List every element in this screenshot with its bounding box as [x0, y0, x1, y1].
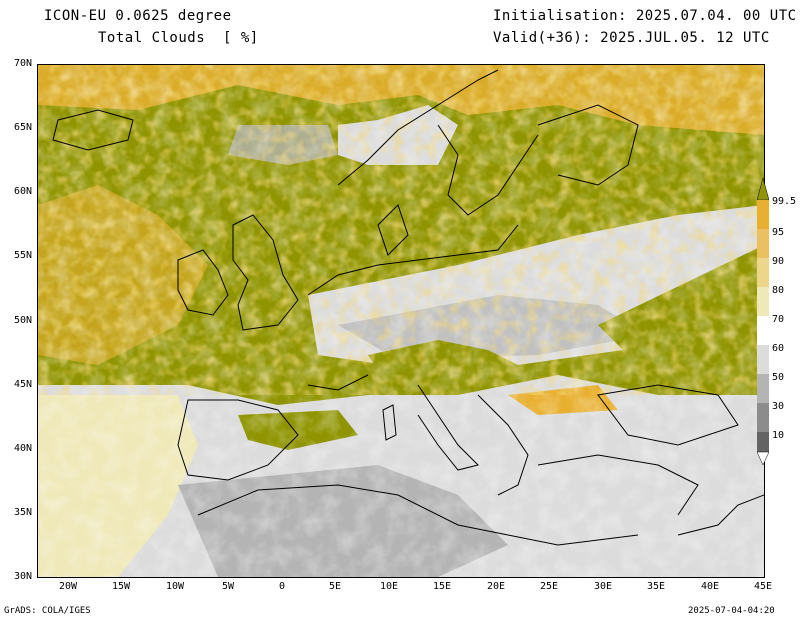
- colorbar-label: 99.5: [772, 196, 797, 207]
- lon-label: 10E: [379, 581, 399, 592]
- grads-credit: GrADS: COLA/IGES: [4, 606, 91, 616]
- colorbar-label: 50: [772, 372, 785, 383]
- colorbar-arrow-top: [757, 178, 769, 201]
- lon-label: 5W: [221, 581, 235, 592]
- colorbar-swatch: [757, 345, 769, 374]
- turkey-coast: [537, 454, 699, 516]
- lon-label: 10W: [165, 581, 185, 592]
- colorbar-label: 70: [772, 314, 785, 325]
- lat-label: 45N: [13, 379, 32, 390]
- initialisation-time: Initialisation: 2025.07.04. 00 UTC: [493, 8, 797, 24]
- lat-label: 40N: [13, 443, 32, 454]
- render-timestamp: 2025-07-04-04:20: [688, 606, 775, 616]
- lon-label: 0: [278, 581, 286, 592]
- colorbar-label: 30: [772, 401, 785, 412]
- lat-label: 55N: [13, 250, 32, 261]
- colorbar-swatch: [757, 287, 769, 316]
- colorbar-label: 60: [772, 343, 785, 354]
- iberia-coast: [177, 399, 299, 481]
- colorbar-label: 95: [772, 227, 785, 238]
- finland-coast: [537, 104, 639, 186]
- colorbar-swatch: [757, 374, 769, 403]
- lat-label: 65N: [13, 122, 32, 133]
- black-sea-coast: [597, 384, 739, 446]
- colorbar-swatch: [757, 316, 769, 345]
- lon-label: 40E: [700, 581, 720, 592]
- coastlines: [52, 69, 764, 546]
- balkans-coast: [477, 394, 529, 496]
- italy-coast: [417, 384, 479, 471]
- colorbar-label: 90: [772, 256, 785, 267]
- north-africa-coast: [197, 484, 639, 546]
- sweden-coast: [437, 124, 539, 216]
- levant-coast: [677, 494, 764, 536]
- france-south-coast: [307, 374, 369, 391]
- lat-label: 50N: [13, 315, 32, 326]
- denmark-coast: [377, 204, 409, 256]
- colorbar-label: 10: [772, 430, 785, 441]
- lat-label: 60N: [13, 186, 32, 197]
- lon-label: 45E: [753, 581, 773, 592]
- iceland-coast: [52, 109, 134, 151]
- model-title: ICON-EU 0.0625 degree: [44, 8, 232, 24]
- lon-label: 15E: [432, 581, 452, 592]
- lat-label: 35N: [13, 507, 32, 518]
- valid-time: Valid(+36): 2025.JUL.05. 12 UTC: [493, 30, 770, 46]
- lon-label: 15W: [111, 581, 131, 592]
- lon-label: 25E: [539, 581, 559, 592]
- colorbar-swatch: [757, 258, 769, 287]
- colorbar-label: 80: [772, 285, 785, 296]
- colorbar-swatch: [757, 200, 769, 229]
- colorbar-swatch: [757, 432, 769, 452]
- colorbar: [757, 178, 769, 465]
- lat-label: 70N: [13, 58, 32, 69]
- lon-label: 20E: [486, 581, 506, 592]
- lon-label: 20W: [58, 581, 78, 592]
- corsica-sardinia-coast: [382, 404, 397, 441]
- lon-label: 30E: [593, 581, 613, 592]
- lat-label: 30N: [13, 571, 32, 582]
- variable-title: Total Clouds [ %]: [98, 30, 259, 46]
- cloud-texture-white: [38, 65, 764, 577]
- colorbar-swatch: [757, 403, 769, 432]
- lon-label: 35E: [646, 581, 666, 592]
- cloud-field-svg: [38, 65, 764, 577]
- norway-coast: [337, 69, 499, 186]
- north-sea-baltic-coast: [307, 224, 519, 296]
- cloud-cover-map: [37, 64, 765, 578]
- lon-label: 5E: [328, 581, 342, 592]
- colorbar-arrow-bottom: [757, 451, 769, 465]
- colorbar-swatch: [757, 229, 769, 258]
- great-britain-coast: [232, 214, 299, 331]
- ireland-coast: [177, 249, 229, 316]
